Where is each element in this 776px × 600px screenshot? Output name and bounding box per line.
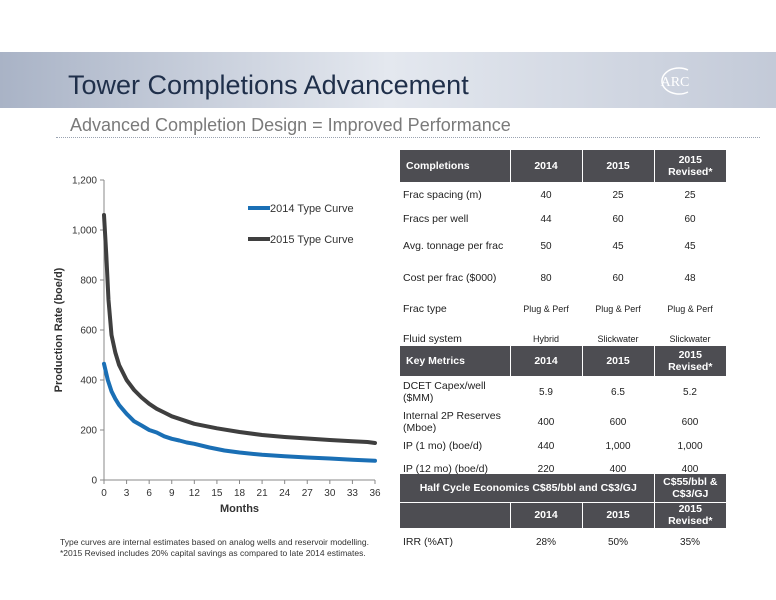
y-tick-label: 800 bbox=[80, 276, 97, 287]
page-title: Tower Completions Advancement bbox=[68, 70, 469, 100]
completions-header-row: Completions 2014 2015 2015 Revised* bbox=[400, 150, 726, 182]
col-2014: 2014 bbox=[509, 150, 582, 182]
col-2015: 2015 bbox=[581, 502, 655, 528]
chart-lines bbox=[102, 213, 377, 463]
header-band bbox=[0, 52, 776, 108]
x-tick-label: 6 bbox=[146, 488, 152, 499]
y-tick-label: 200 bbox=[80, 426, 97, 437]
table-row: Cost per frac ($000) 80 60 48 bbox=[403, 272, 696, 284]
arc-logo: ARC bbox=[661, 67, 690, 95]
legend-label-2: 2015 Type Curve bbox=[270, 234, 354, 246]
economics-header-row: Half Cycle Economics C$85/bbl and C$3/GJ… bbox=[400, 474, 727, 502]
x-axis-label: Months bbox=[220, 503, 259, 515]
col-2015: 2015 bbox=[581, 346, 654, 376]
x-tick-label: 27 bbox=[302, 488, 314, 499]
series-line-1 bbox=[102, 361, 377, 463]
footnote-1: Type curves are internal estimates based… bbox=[60, 537, 369, 547]
economics-alt-header: C$55/bbl & C$3/GJ bbox=[653, 474, 727, 502]
table-row: Fluid system Hybrid Slickwater Slickwate… bbox=[403, 333, 711, 345]
key-metrics-table: Key Metrics 2014 2015 2015 Revised* DCET… bbox=[400, 346, 726, 482]
page-subtitle: Advanced Completion Design = Improved Pe… bbox=[70, 115, 511, 135]
col-2015-revised: 2015 Revised* bbox=[653, 502, 727, 528]
key-metrics-header-row: Key Metrics 2014 2015 2015 Revised* bbox=[400, 346, 726, 376]
completions-header: Completions bbox=[400, 150, 510, 182]
col-2015: 2015 bbox=[581, 150, 654, 182]
economics-subheader-row: 2014 2015 2015 Revised* bbox=[400, 502, 727, 528]
economics-table: Half Cycle Economics C$85/bbl and C$3/GJ… bbox=[400, 474, 727, 556]
y-axis-label: Production Rate (boe/d) bbox=[53, 267, 65, 392]
legend-label-1: 2014 Type Curve bbox=[270, 203, 354, 215]
divider bbox=[56, 137, 760, 138]
col-2015-revised: 2015 Revised* bbox=[653, 346, 726, 376]
table-row: IRR (%AT) 28% 50% 35% bbox=[403, 536, 701, 548]
x-tick-label: 36 bbox=[369, 488, 381, 499]
chart-legend: 2014 Type Curve 2015 Type Curve bbox=[248, 203, 354, 246]
footnote-2: *2015 Revised includes 20% capital savin… bbox=[60, 548, 366, 558]
x-tick-label: 3 bbox=[124, 488, 130, 499]
y-tick-label: 400 bbox=[80, 376, 97, 387]
x-tick-label: 15 bbox=[211, 488, 223, 499]
table-row: IP (12 mo) (boe/d) 220 400 400 bbox=[403, 463, 699, 475]
x-tick-label: 30 bbox=[324, 488, 336, 499]
logo-text: ARC bbox=[661, 75, 690, 90]
table-row: Fracs per well 44 60 60 bbox=[403, 213, 696, 225]
economics-header: Half Cycle Economics C$85/bbl and C$3/GJ bbox=[400, 474, 655, 502]
table-row: Frac spacing (m) 40 25 25 bbox=[403, 189, 696, 201]
key-metrics-header: Key Metrics bbox=[400, 346, 510, 376]
series-line-2 bbox=[102, 213, 377, 445]
x-tick-label: 9 bbox=[169, 488, 175, 499]
x-tick-label: 12 bbox=[189, 488, 201, 499]
col-2014: 2014 bbox=[509, 346, 582, 376]
x-tick-label: 33 bbox=[347, 488, 359, 499]
x-tick-label: 24 bbox=[279, 488, 291, 499]
x-tick-label: 0 bbox=[101, 488, 107, 499]
completions-table: Completions 2014 2015 2015 Revised* Frac… bbox=[400, 150, 726, 354]
y-tick-label: 1,200 bbox=[72, 176, 97, 187]
table-row: Avg. tonnage per frac 50 45 45 bbox=[403, 240, 696, 252]
table-row: IP (1 mo) (boe/d) 440 1,000 1,000 bbox=[403, 440, 703, 452]
table-row: Frac type Plug & Perf Plug & Perf Plug &… bbox=[403, 303, 713, 315]
y-tick-label: 600 bbox=[80, 326, 97, 337]
y-tick-label: 1,000 bbox=[72, 226, 97, 237]
col-2015-revised: 2015 Revised* bbox=[653, 150, 726, 182]
x-tick-label: 18 bbox=[234, 488, 246, 499]
y-tick-label: 0 bbox=[91, 476, 97, 487]
col-2014: 2014 bbox=[509, 502, 582, 528]
table-row: DCET Capex/well ($MM) 5.9 6.5 5.2 bbox=[403, 380, 697, 404]
x-tick-label: 21 bbox=[257, 488, 269, 499]
table-row: Internal 2P Reserves (Mboe) 400 600 600 bbox=[403, 410, 699, 434]
